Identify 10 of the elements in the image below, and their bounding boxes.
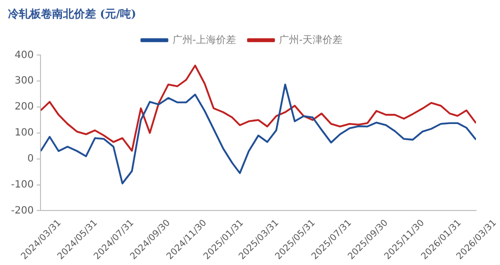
y-tick-label: -200: [10, 205, 34, 216]
legend-label: 广州-天津价差: [279, 34, 343, 46]
y-tick-label: -100: [10, 179, 34, 190]
chart-title: 冷轧板卷南北价差 (元/吨): [8, 7, 136, 20]
y-tick-label: 100: [14, 128, 34, 139]
legend-label: 广州-上海价差: [172, 34, 236, 46]
y-tick-label: 300: [14, 76, 34, 87]
y-tick-label: 0: [27, 153, 34, 164]
y-tick-label: 400: [14, 50, 34, 61]
y-tick-label: 200: [14, 102, 34, 113]
